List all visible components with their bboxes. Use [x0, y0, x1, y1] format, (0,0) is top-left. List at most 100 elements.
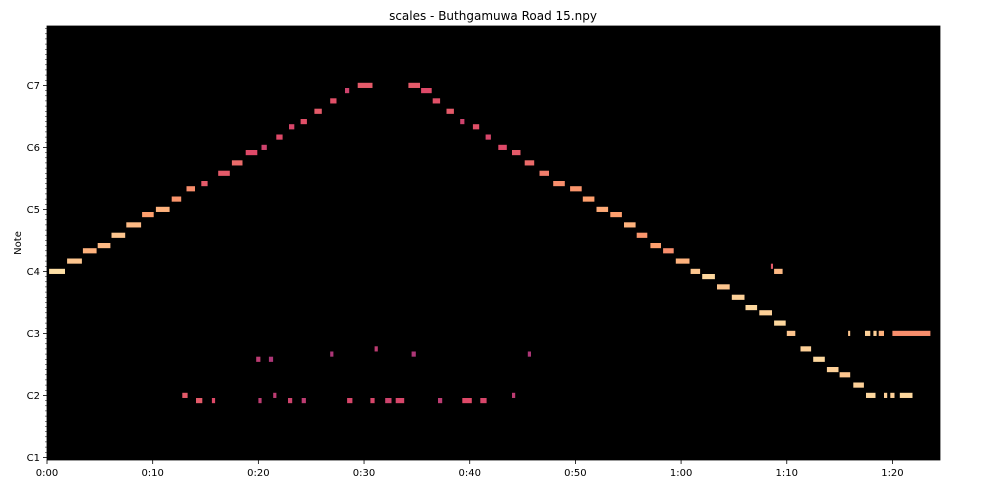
note-mark-descending-12	[570, 186, 582, 192]
note-mark-low_register-8	[370, 398, 375, 404]
y-axis: C1 C2 C3 C4 C5 C6 C7	[27, 28, 47, 464]
note-mark-ascending-6	[142, 212, 154, 218]
x-tick-label-2: 0:20	[247, 468, 269, 479]
note-mark-descending-18	[650, 243, 661, 249]
note-mark-sustained-5	[774, 268, 783, 274]
note-mark-low_register-12	[462, 398, 472, 404]
note-mark-descending-10	[539, 170, 549, 176]
note-mark-descending-13	[582, 196, 595, 202]
note-mark-descending-17	[636, 232, 648, 238]
note-mark-ascending-19	[330, 98, 337, 104]
y-tick-label-1: C2	[27, 391, 40, 402]
chart-title: scales - Buthgamuwa Road 15.npy	[389, 9, 597, 23]
x-tick-label-6: 1:00	[670, 468, 692, 479]
note-mark-low_register-7	[347, 398, 353, 404]
note-mark-descending-34	[866, 392, 876, 398]
note-mark-low_register-16	[268, 356, 274, 362]
note-mark-low_register-18	[374, 346, 378, 352]
note-mark-descending-23	[717, 284, 730, 290]
x-tick-label-3: 0:30	[353, 468, 375, 479]
note-mark-ascending-11	[218, 170, 230, 176]
note-mark-low_register-17	[330, 351, 334, 357]
note-mark-descending-14	[596, 206, 609, 212]
note-mark-ascending-12	[231, 160, 243, 166]
note-mark-descending-20	[675, 258, 690, 264]
note-mark-low_register-19	[411, 351, 416, 357]
y-tick-label-5: C6	[27, 143, 40, 154]
plot-frame	[46, 25, 941, 461]
note-mark-descending-35	[884, 392, 888, 398]
note-mark-descending-1	[421, 88, 432, 94]
note-mark-ascending-9	[186, 186, 195, 192]
note-mark-descending-28	[786, 330, 796, 336]
note-mark-descending-16	[624, 222, 636, 228]
note-mark-descending-4	[460, 119, 465, 125]
note-mark-low_register-6	[301, 398, 306, 404]
note-marks	[49, 82, 931, 404]
note-mark-low_register-10	[395, 398, 405, 404]
note-mark-low_register-4	[273, 392, 277, 398]
note-mark-sustained-0	[848, 330, 851, 336]
note-mark-ascending-18	[314, 108, 322, 114]
note-mark-ascending-7	[155, 206, 170, 212]
y-axis-label: Note	[13, 231, 24, 255]
note-mark-descending-27	[774, 320, 786, 326]
note-mark-ascending-8	[171, 196, 182, 202]
note-mark-ascending-15	[276, 134, 283, 140]
note-mark-low_register-2	[182, 392, 188, 398]
x-tick-label-1: 0:10	[141, 468, 163, 479]
note-mark-ascending-3	[97, 243, 111, 249]
note-mark-descending-37	[899, 392, 913, 398]
note-mark-ascending-4	[111, 232, 126, 238]
note-mark-descending-26	[759, 310, 772, 316]
note-mark-low_register-0	[196, 398, 203, 404]
note-mark-ascending-14	[261, 144, 267, 150]
y-tick-label-3: C4	[27, 267, 40, 278]
note-mark-low_register-11	[438, 398, 443, 404]
note-mark-ascending-0	[49, 268, 65, 274]
x-tick-label-4: 0:40	[458, 468, 480, 479]
note-mark-descending-31	[826, 367, 839, 373]
note-mark-sustained-3	[878, 330, 884, 336]
note-mark-descending-2	[432, 98, 441, 104]
note-mark-ascending-5	[126, 222, 142, 228]
plot-area	[47, 26, 940, 460]
x-axis: 0:00 0:10 0:20 0:30 0:40 0:50 1:00 1:10 1:20	[36, 460, 904, 479]
x-tick-label-5: 0:50	[564, 468, 586, 479]
note-mark-descending-3	[446, 108, 454, 114]
y-tick-label-6: C7	[27, 81, 40, 92]
note-mark-descending-0	[408, 82, 420, 88]
y-tick-label-2: C3	[27, 329, 40, 340]
note-mark-ascending-21	[357, 82, 373, 88]
note-mark-descending-19	[663, 248, 674, 254]
note-mark-low_register-15	[256, 356, 261, 362]
note-mark-low_register-14	[512, 392, 516, 398]
note-mark-ascending-1	[67, 258, 82, 264]
y-tick-label-0: C1	[27, 453, 40, 464]
note-mark-sustained-1	[865, 330, 871, 336]
note-mark-descending-24	[731, 294, 745, 300]
note-mark-low_register-3	[258, 398, 262, 404]
note-mark-descending-21	[690, 268, 701, 274]
note-mark-descending-25	[745, 305, 758, 311]
note-mark-descending-32	[839, 372, 851, 378]
note-mark-ascending-16	[289, 124, 295, 130]
note-mark-ascending-17	[300, 119, 307, 125]
x-tick-label-0: 0:00	[36, 468, 58, 479]
note-mark-ascending-20	[345, 88, 350, 94]
note-mark-descending-11	[553, 181, 565, 187]
note-mark-descending-7	[498, 144, 507, 150]
note-mark-low_register-9	[385, 398, 392, 404]
note-mark-descending-8	[512, 150, 521, 156]
note-mark-sustained-2	[873, 330, 877, 336]
note-mark-low_register-1	[211, 398, 216, 404]
note-mark-ascending-10	[201, 181, 208, 187]
note-mark-descending-15	[610, 212, 622, 218]
note-mark-descending-6	[485, 134, 491, 140]
note-mark-descending-33	[853, 382, 864, 388]
note-mark-ascending-2	[82, 248, 97, 254]
note-mark-descending-5	[472, 124, 480, 130]
note-mark-ascending-13	[245, 150, 258, 156]
note-mark-descending-29	[800, 346, 812, 352]
